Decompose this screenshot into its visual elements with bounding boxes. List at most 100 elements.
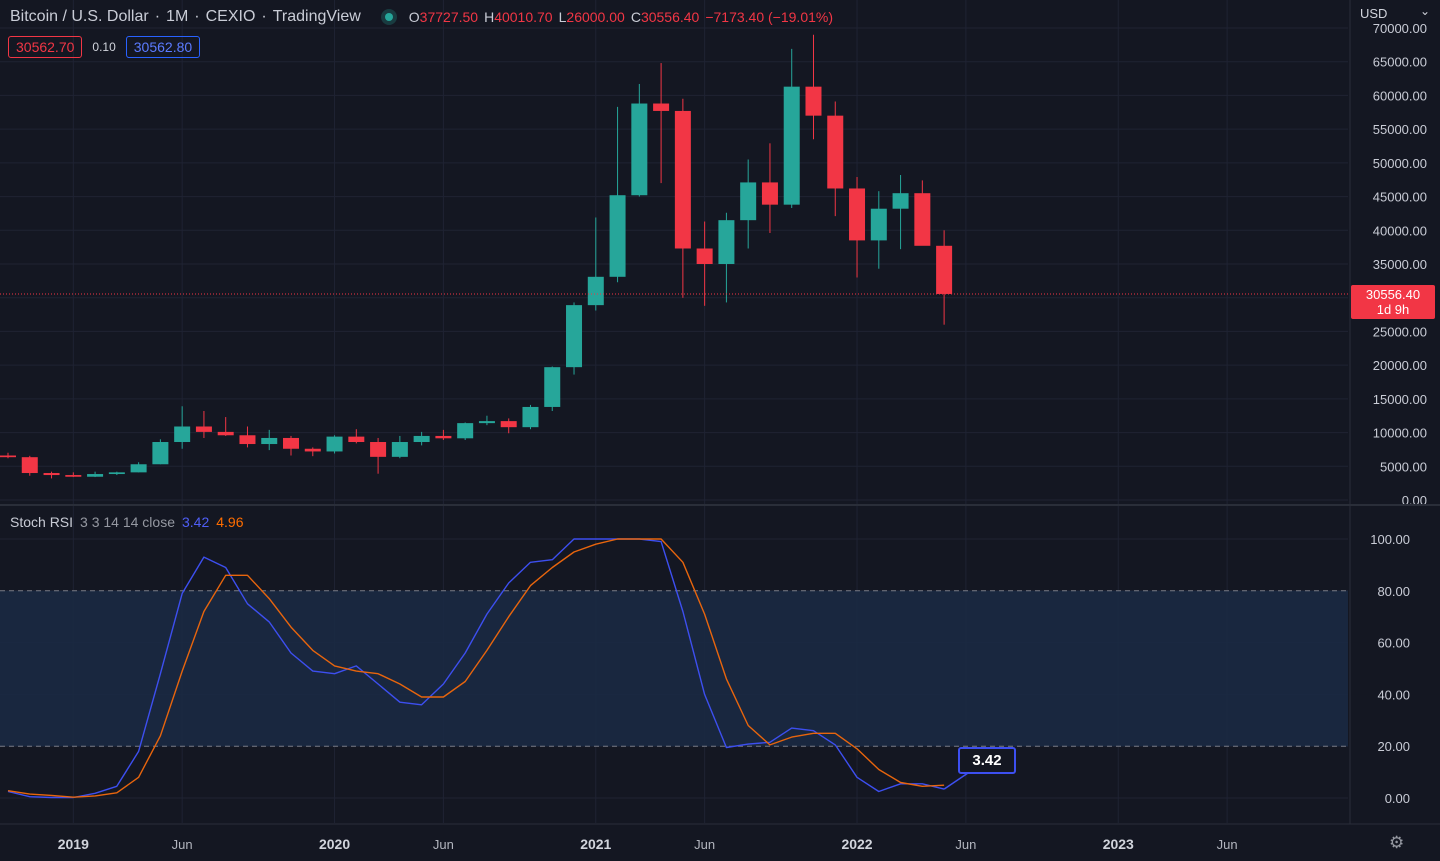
- x-tick-label: 2022: [841, 836, 872, 852]
- y-tick-label: 50000.00: [1373, 156, 1427, 171]
- buy-price-button[interactable]: 30562.80: [125, 36, 201, 58]
- candle-body: [326, 436, 343, 452]
- candle-body: [239, 435, 256, 445]
- chart-header: Bitcoin / U.S. Dollar · 1M · CEXIO · Tra…: [10, 8, 833, 26]
- stoch-y-axis: 0.00 20.00 40.00 60.00 80.00 100.00: [1370, 532, 1410, 806]
- y-tick-label: 5000.00: [1380, 459, 1427, 474]
- x-tick-label: 2021: [580, 836, 611, 852]
- currency-selector[interactable]: USD: [1360, 6, 1388, 21]
- gear-icon[interactable]: ⚙: [1389, 833, 1405, 852]
- interval-label[interactable]: 1M: [166, 8, 189, 25]
- open-label: O: [408, 9, 420, 25]
- y-tick-label: 55000.00: [1373, 122, 1427, 137]
- symbol-title[interactable]: Bitcoin / U.S. Dollar: [10, 8, 149, 25]
- indicator-name: Stoch RSI: [10, 514, 74, 530]
- change-value: −7173.40 (−19.01%): [705, 9, 833, 25]
- close-value: 30556.40: [640, 9, 700, 25]
- candle-body: [761, 182, 778, 205]
- candle-body: [587, 276, 604, 306]
- low-label: L: [558, 9, 567, 25]
- candle-body: [544, 367, 561, 407]
- candle-body: [783, 86, 800, 205]
- y-tick-label: 10000.00: [1373, 426, 1427, 441]
- k-value-bubble: 3.42: [958, 747, 1016, 774]
- y-tick-label: 20000.00: [1373, 358, 1427, 373]
- candle-body: [500, 421, 517, 428]
- candle-body: [217, 431, 234, 436]
- y-tick-label: 15000.00: [1373, 392, 1427, 407]
- x-tick-label: 2020: [319, 836, 350, 852]
- candle-body: [609, 195, 626, 277]
- y-tick-label: 25000.00: [1373, 324, 1427, 339]
- bar-countdown: 1d 9h: [1376, 302, 1410, 317]
- source-label: TradingView: [272, 8, 361, 25]
- high-label: H: [484, 9, 495, 25]
- x-axis[interactable]: 2019 Jun 2020 Jun 2021 Jun 2022 Jun 2023 Jun: [58, 836, 1238, 852]
- low-value: 26000.00: [566, 9, 625, 25]
- candle-body: [130, 464, 147, 473]
- stoch-y-tick-label: 20.00: [1377, 739, 1410, 754]
- y-tick-label: 60000.00: [1373, 88, 1427, 103]
- candle-body: [870, 208, 887, 241]
- chevron-down-icon[interactable]: ⌄: [1420, 4, 1431, 18]
- sell-price-button[interactable]: 30562.70: [8, 36, 83, 58]
- stoch-lines: [7, 538, 969, 799]
- candle-body: [936, 245, 953, 294]
- candle-body: [152, 442, 169, 465]
- x-tick-label: Jun: [433, 837, 454, 852]
- pane-separators: [0, 0, 1440, 825]
- stoch-y-tick-label: 60.00: [1377, 636, 1410, 651]
- candle-body: [195, 426, 212, 432]
- high-value: 40010.70: [494, 9, 553, 25]
- candle-body: [348, 436, 365, 443]
- y-tick-label: 40000.00: [1373, 223, 1427, 238]
- candle-body: [21, 457, 38, 474]
- y-tick-label: 65000.00: [1373, 55, 1427, 70]
- candle-body: [566, 305, 583, 368]
- candle-body: [914, 193, 931, 246]
- candles: [0, 34, 953, 479]
- spread-value: 0.10: [92, 40, 116, 54]
- stoch-y-tick-label: 100.00: [1370, 532, 1410, 547]
- candle-body: [43, 473, 60, 476]
- last-price-value: 30556.40: [1365, 287, 1421, 302]
- y-tick-label: 45000.00: [1373, 190, 1427, 205]
- candle-body: [108, 472, 125, 475]
- candle-body: [435, 435, 452, 439]
- candle-body: [391, 442, 408, 457]
- candle-body: [283, 437, 300, 449]
- candle-body: [413, 435, 430, 443]
- bid-ask-badges: 30562.70 0.10 30562.80: [8, 36, 201, 58]
- candle-body: [740, 182, 757, 221]
- x-tick-label: Jun: [955, 837, 976, 852]
- candle-body: [457, 423, 474, 439]
- y-axis: 0.005000.0010000.0015000.0020000.0025000…: [1373, 21, 1427, 508]
- exchange-label: CEXIO: [205, 8, 256, 25]
- x-tick-label: 2023: [1103, 836, 1134, 852]
- k-value: 3.42: [182, 514, 210, 530]
- market-status-icon[interactable]: [384, 13, 393, 21]
- k-bubble-pointer: [943, 772, 969, 790]
- candle-body: [718, 220, 735, 264]
- separator: ·: [261, 8, 267, 25]
- x-tick-label: Jun: [1217, 837, 1238, 852]
- candle-body: [805, 86, 822, 116]
- candle-body: [370, 442, 387, 457]
- candle-body: [304, 448, 321, 452]
- candle-body: [261, 437, 278, 445]
- separator: ·: [194, 8, 200, 25]
- candle-body: [522, 406, 539, 428]
- candle-body: [674, 110, 691, 249]
- candle-body: [696, 248, 713, 264]
- candle-body: [827, 115, 844, 189]
- d-value: 4.96: [216, 514, 244, 530]
- x-tick-label: Jun: [172, 837, 193, 852]
- indicator-legend[interactable]: Stoch RSI 3 3 14 14 close 3.42 4.96: [10, 514, 244, 530]
- indicator-params: 3 3 14 14 close: [80, 514, 175, 530]
- candle-body: [65, 475, 82, 477]
- candle-body: [0, 455, 16, 458]
- ohlc-values: O37727.50 H40010.70 L26000.00 C30556.40 …: [409, 9, 833, 25]
- stoch-band: [0, 590, 1348, 747]
- stoch-y-tick-label: 0.00: [1385, 791, 1410, 806]
